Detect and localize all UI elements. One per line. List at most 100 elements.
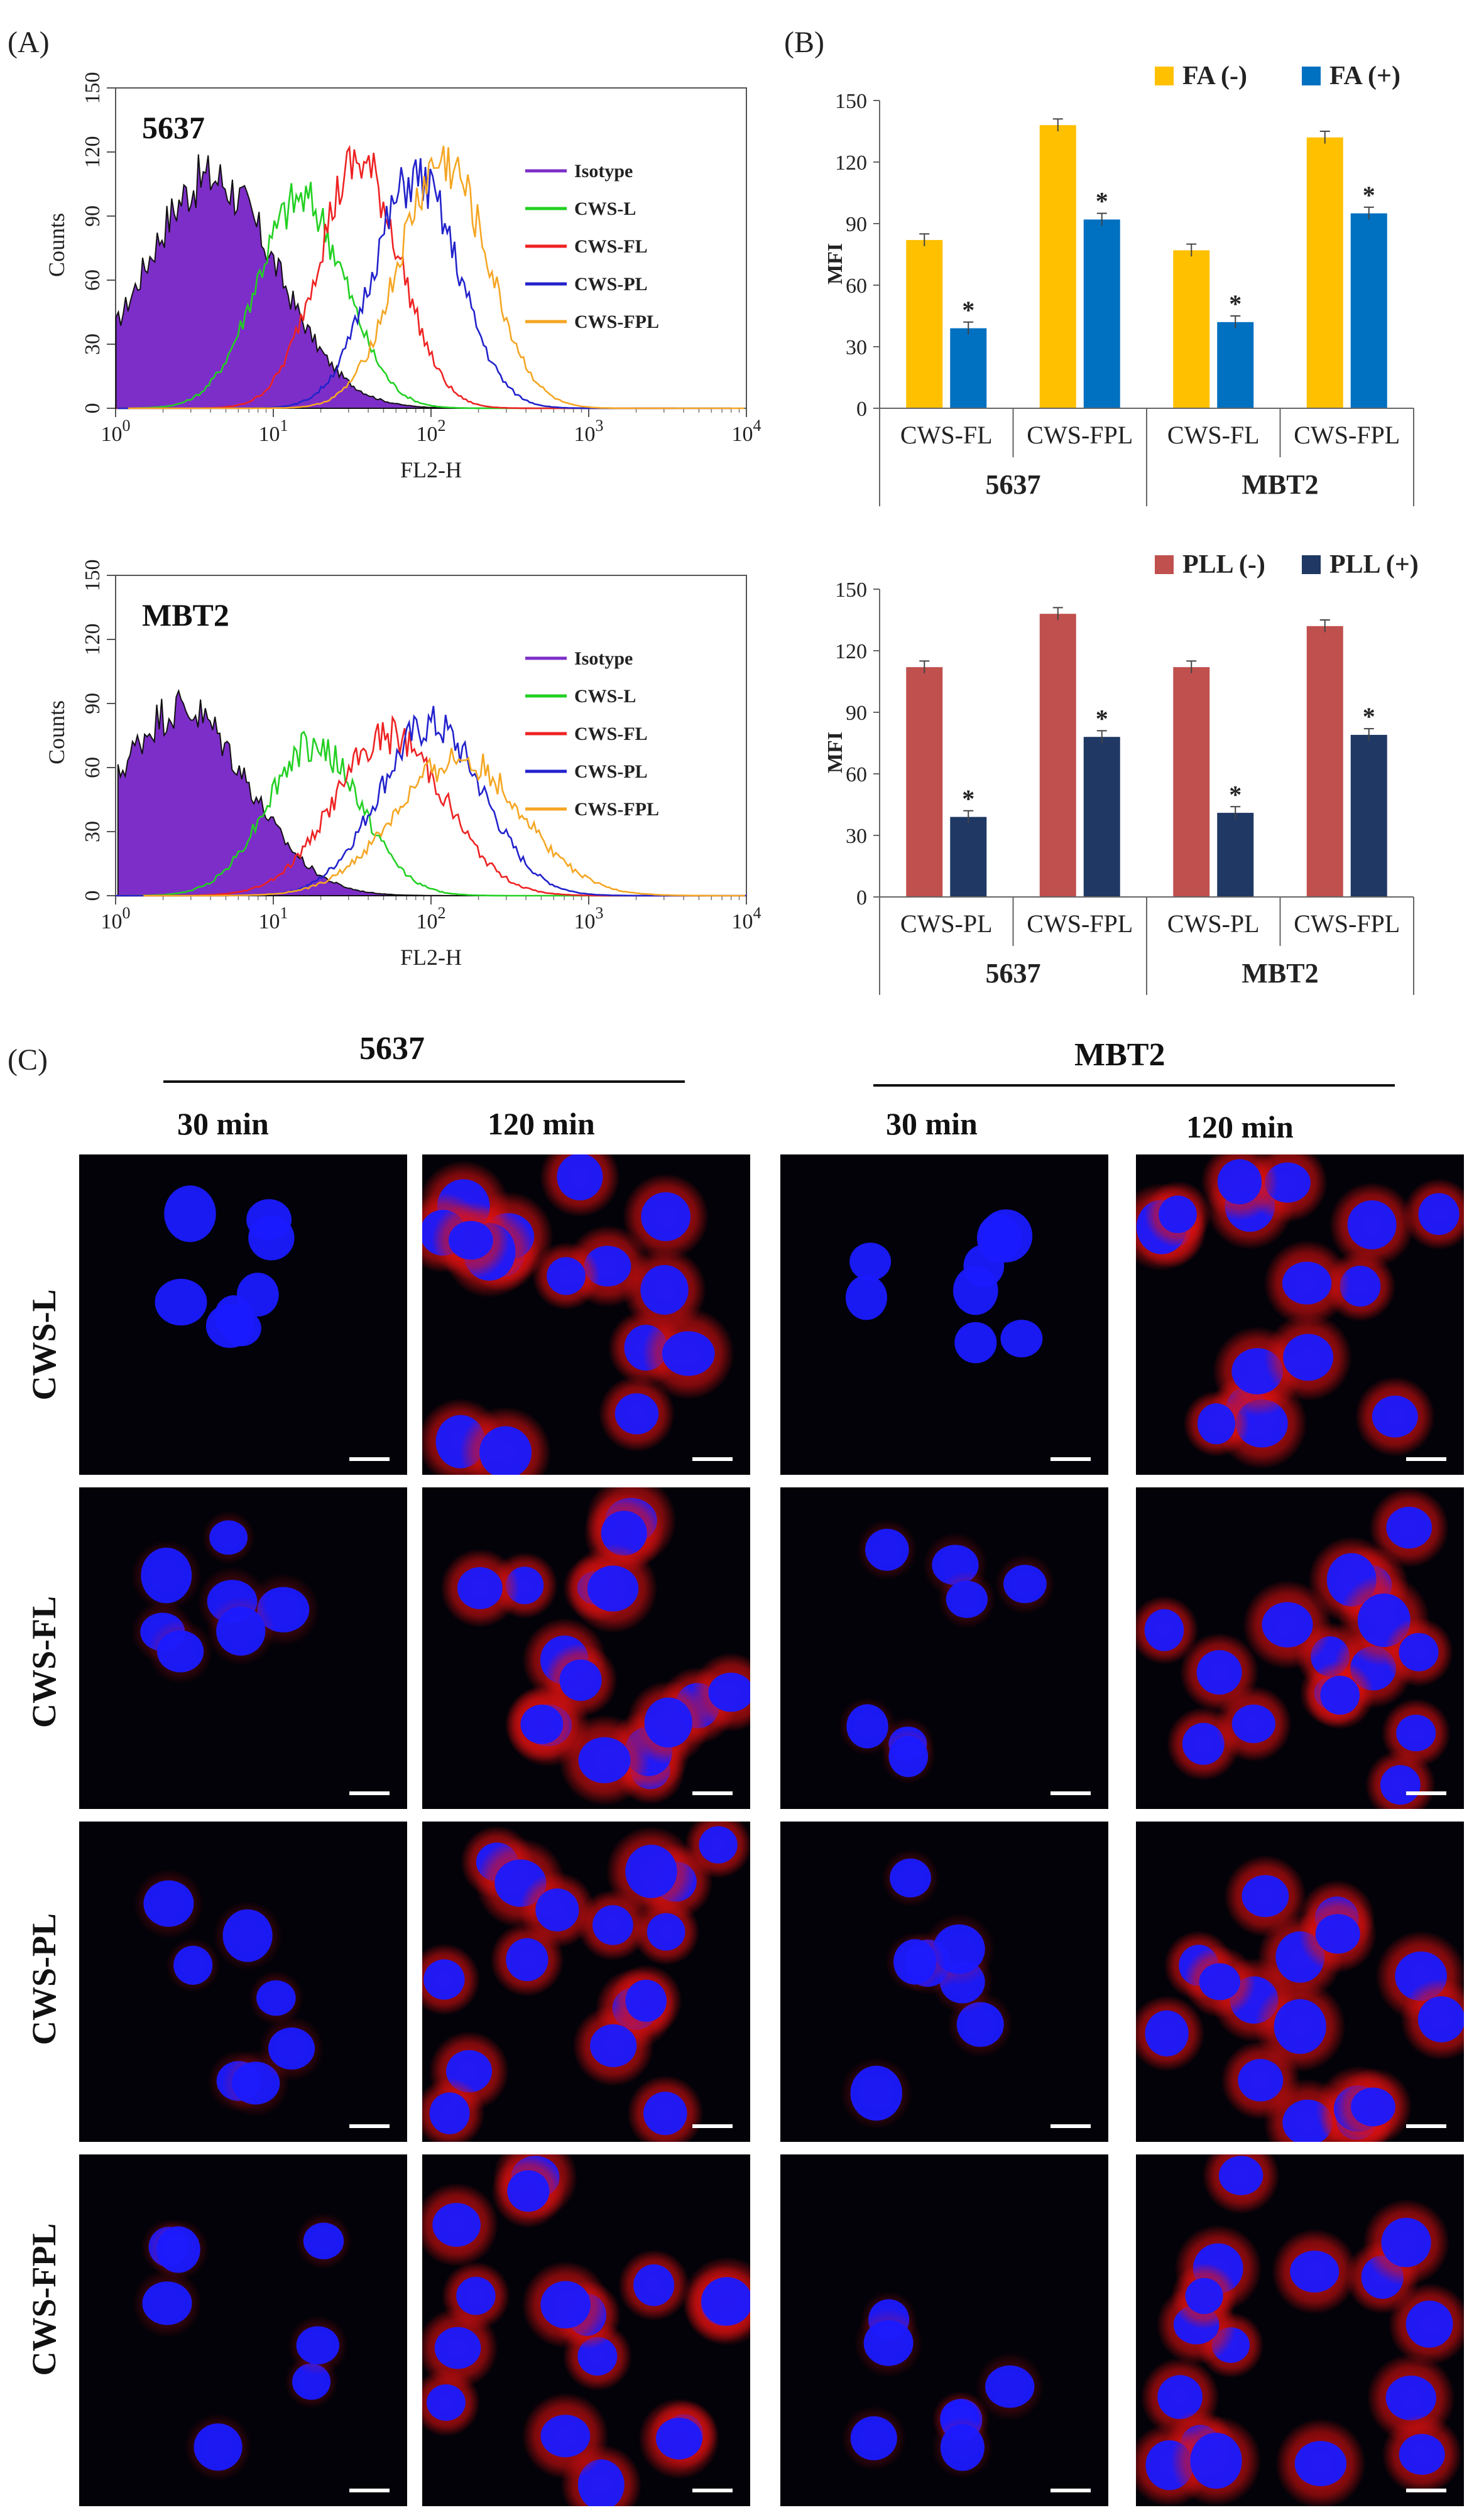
nucleus — [1190, 2432, 1242, 2489]
scale-bar — [692, 1457, 733, 1461]
significance-star: * — [1229, 780, 1242, 808]
histogram-legend: Isotype CWS-L CWS-FL CWS-PL CWS-FPL — [525, 648, 659, 820]
nucleus — [432, 2203, 481, 2247]
histogram-ylabel: Counts — [44, 213, 69, 277]
nucleus — [1218, 2156, 1263, 2195]
nucleus — [1283, 1333, 1334, 1381]
nucleus — [1157, 2375, 1203, 2420]
bar-chart-pll: PLL (-) PLL (+) MFI 0 30 60 90 120 150 * * * * CW… — [824, 550, 1419, 995]
bar-fa — [906, 240, 943, 408]
nucleus — [954, 1322, 997, 1364]
row-label-cws-fl: CWS-FL — [25, 1595, 63, 1728]
nucleus — [296, 2326, 340, 2365]
nucleus — [303, 2222, 344, 2260]
nucleus — [655, 2418, 702, 2460]
nucleus — [540, 2281, 591, 2329]
y-ticks: 0 30 60 90 120 150 — [81, 72, 116, 414]
scale-bar — [692, 1791, 733, 1795]
x-tick-label: 103 — [574, 904, 604, 933]
y-tick-label: 30 — [846, 825, 867, 848]
nucleus — [708, 1673, 750, 1712]
legend-label: CWS-FL — [574, 724, 648, 744]
legend-label: CWS-FL — [574, 236, 648, 257]
bar-ylabel: MFI — [824, 732, 847, 773]
time-header-5637-120: 120 min — [488, 1106, 595, 1141]
nucleus — [1144, 1609, 1184, 1651]
nucleus — [520, 1704, 564, 1744]
nucleus — [143, 1880, 194, 1927]
y-tick-label: 120 — [835, 640, 867, 663]
nucleus — [268, 2027, 315, 2070]
nucleus — [448, 1220, 493, 1260]
y-tick-label: 120 — [835, 151, 867, 175]
x-tick-label: 103 — [574, 416, 604, 446]
histogram-title: MBT2 — [142, 597, 229, 633]
micrograph-tile — [1136, 2154, 1464, 2506]
histogram-mbt2: Counts 0 30 60 90 120 150 100 101 102 103 104 MBT… — [44, 560, 761, 970]
nucleus — [205, 1303, 254, 1348]
micrograph-tile — [79, 1154, 407, 1475]
nucleus — [643, 2092, 687, 2136]
x-tick-label: 102 — [417, 904, 446, 933]
category-label: CWS-FPL — [1294, 421, 1400, 449]
nucleus — [1145, 2010, 1189, 2056]
bars: * * * * — [880, 607, 1414, 898]
x-tick-label: 101 — [259, 904, 288, 933]
bar-pll — [1039, 614, 1076, 897]
nucleus — [248, 1215, 295, 1261]
nucleus — [863, 2320, 914, 2366]
category-label: CWS-FPL — [1294, 910, 1400, 938]
nucleus — [142, 2281, 192, 2325]
significance-star: * — [1096, 187, 1108, 215]
histogram-xlabel: FL2-H — [400, 457, 462, 482]
micrograph-tile — [780, 2154, 1108, 2506]
series-fill-isotype — [117, 688, 497, 896]
legend-label: CWS-L — [574, 198, 636, 219]
nucleus — [590, 2024, 637, 2068]
nucleus — [1185, 2278, 1223, 2315]
nucleus — [850, 2416, 897, 2460]
bar-legend: FA (-) FA (+) — [1155, 62, 1400, 90]
histogram-curves — [116, 688, 746, 897]
nucleus — [946, 1580, 988, 1618]
y-tick-label: 0 — [81, 403, 104, 414]
scale-bar — [1406, 2124, 1446, 2128]
scale-bar — [1051, 1791, 1091, 1795]
bar-legend: PLL (-) PLL (+) — [1155, 550, 1419, 579]
nucleus — [1399, 2434, 1445, 2475]
nucleus — [1197, 1403, 1236, 1445]
significance-star: * — [1363, 181, 1375, 209]
nucleus — [1418, 1193, 1460, 1236]
y-tick-label: 150 — [835, 578, 867, 602]
nucleus — [1199, 1963, 1241, 2001]
scale-bar — [1406, 1791, 1446, 1795]
panel-letter-a: (A) — [8, 26, 50, 59]
nucleus — [985, 2365, 1035, 2408]
nucleus — [209, 1520, 248, 1555]
category-label: CWS-PL — [900, 910, 993, 938]
bar-pll — [1306, 626, 1343, 897]
nucleus — [434, 2327, 481, 2369]
group-label: MBT2 — [1242, 958, 1318, 989]
nucleus — [156, 1630, 204, 1673]
nucleus — [540, 2414, 591, 2458]
nucleus — [1003, 1565, 1047, 1604]
x-tick-label: 104 — [732, 416, 761, 446]
legend-swatch — [1155, 555, 1174, 574]
bar-fa — [1350, 213, 1387, 408]
nucleus — [194, 2423, 243, 2471]
histogram-5637: Counts 0 30 60 90 120 150 100 101 102 103 104 563… — [44, 72, 761, 483]
nucleus — [479, 1426, 532, 1475]
nucleus — [849, 1242, 892, 1281]
nucleus — [1350, 2087, 1395, 2127]
significance-star: * — [1229, 290, 1242, 318]
nucleus — [1315, 1914, 1360, 1954]
nucleus — [216, 1606, 266, 1656]
scale-bar — [349, 2489, 390, 2492]
bar-pll — [950, 817, 987, 897]
nucleus — [1294, 2441, 1347, 2487]
scale-bar — [1051, 1457, 1091, 1461]
nucleus — [662, 1331, 715, 1376]
series-line-cws-fpl — [128, 145, 745, 410]
micrograph-tile — [79, 2154, 407, 2506]
